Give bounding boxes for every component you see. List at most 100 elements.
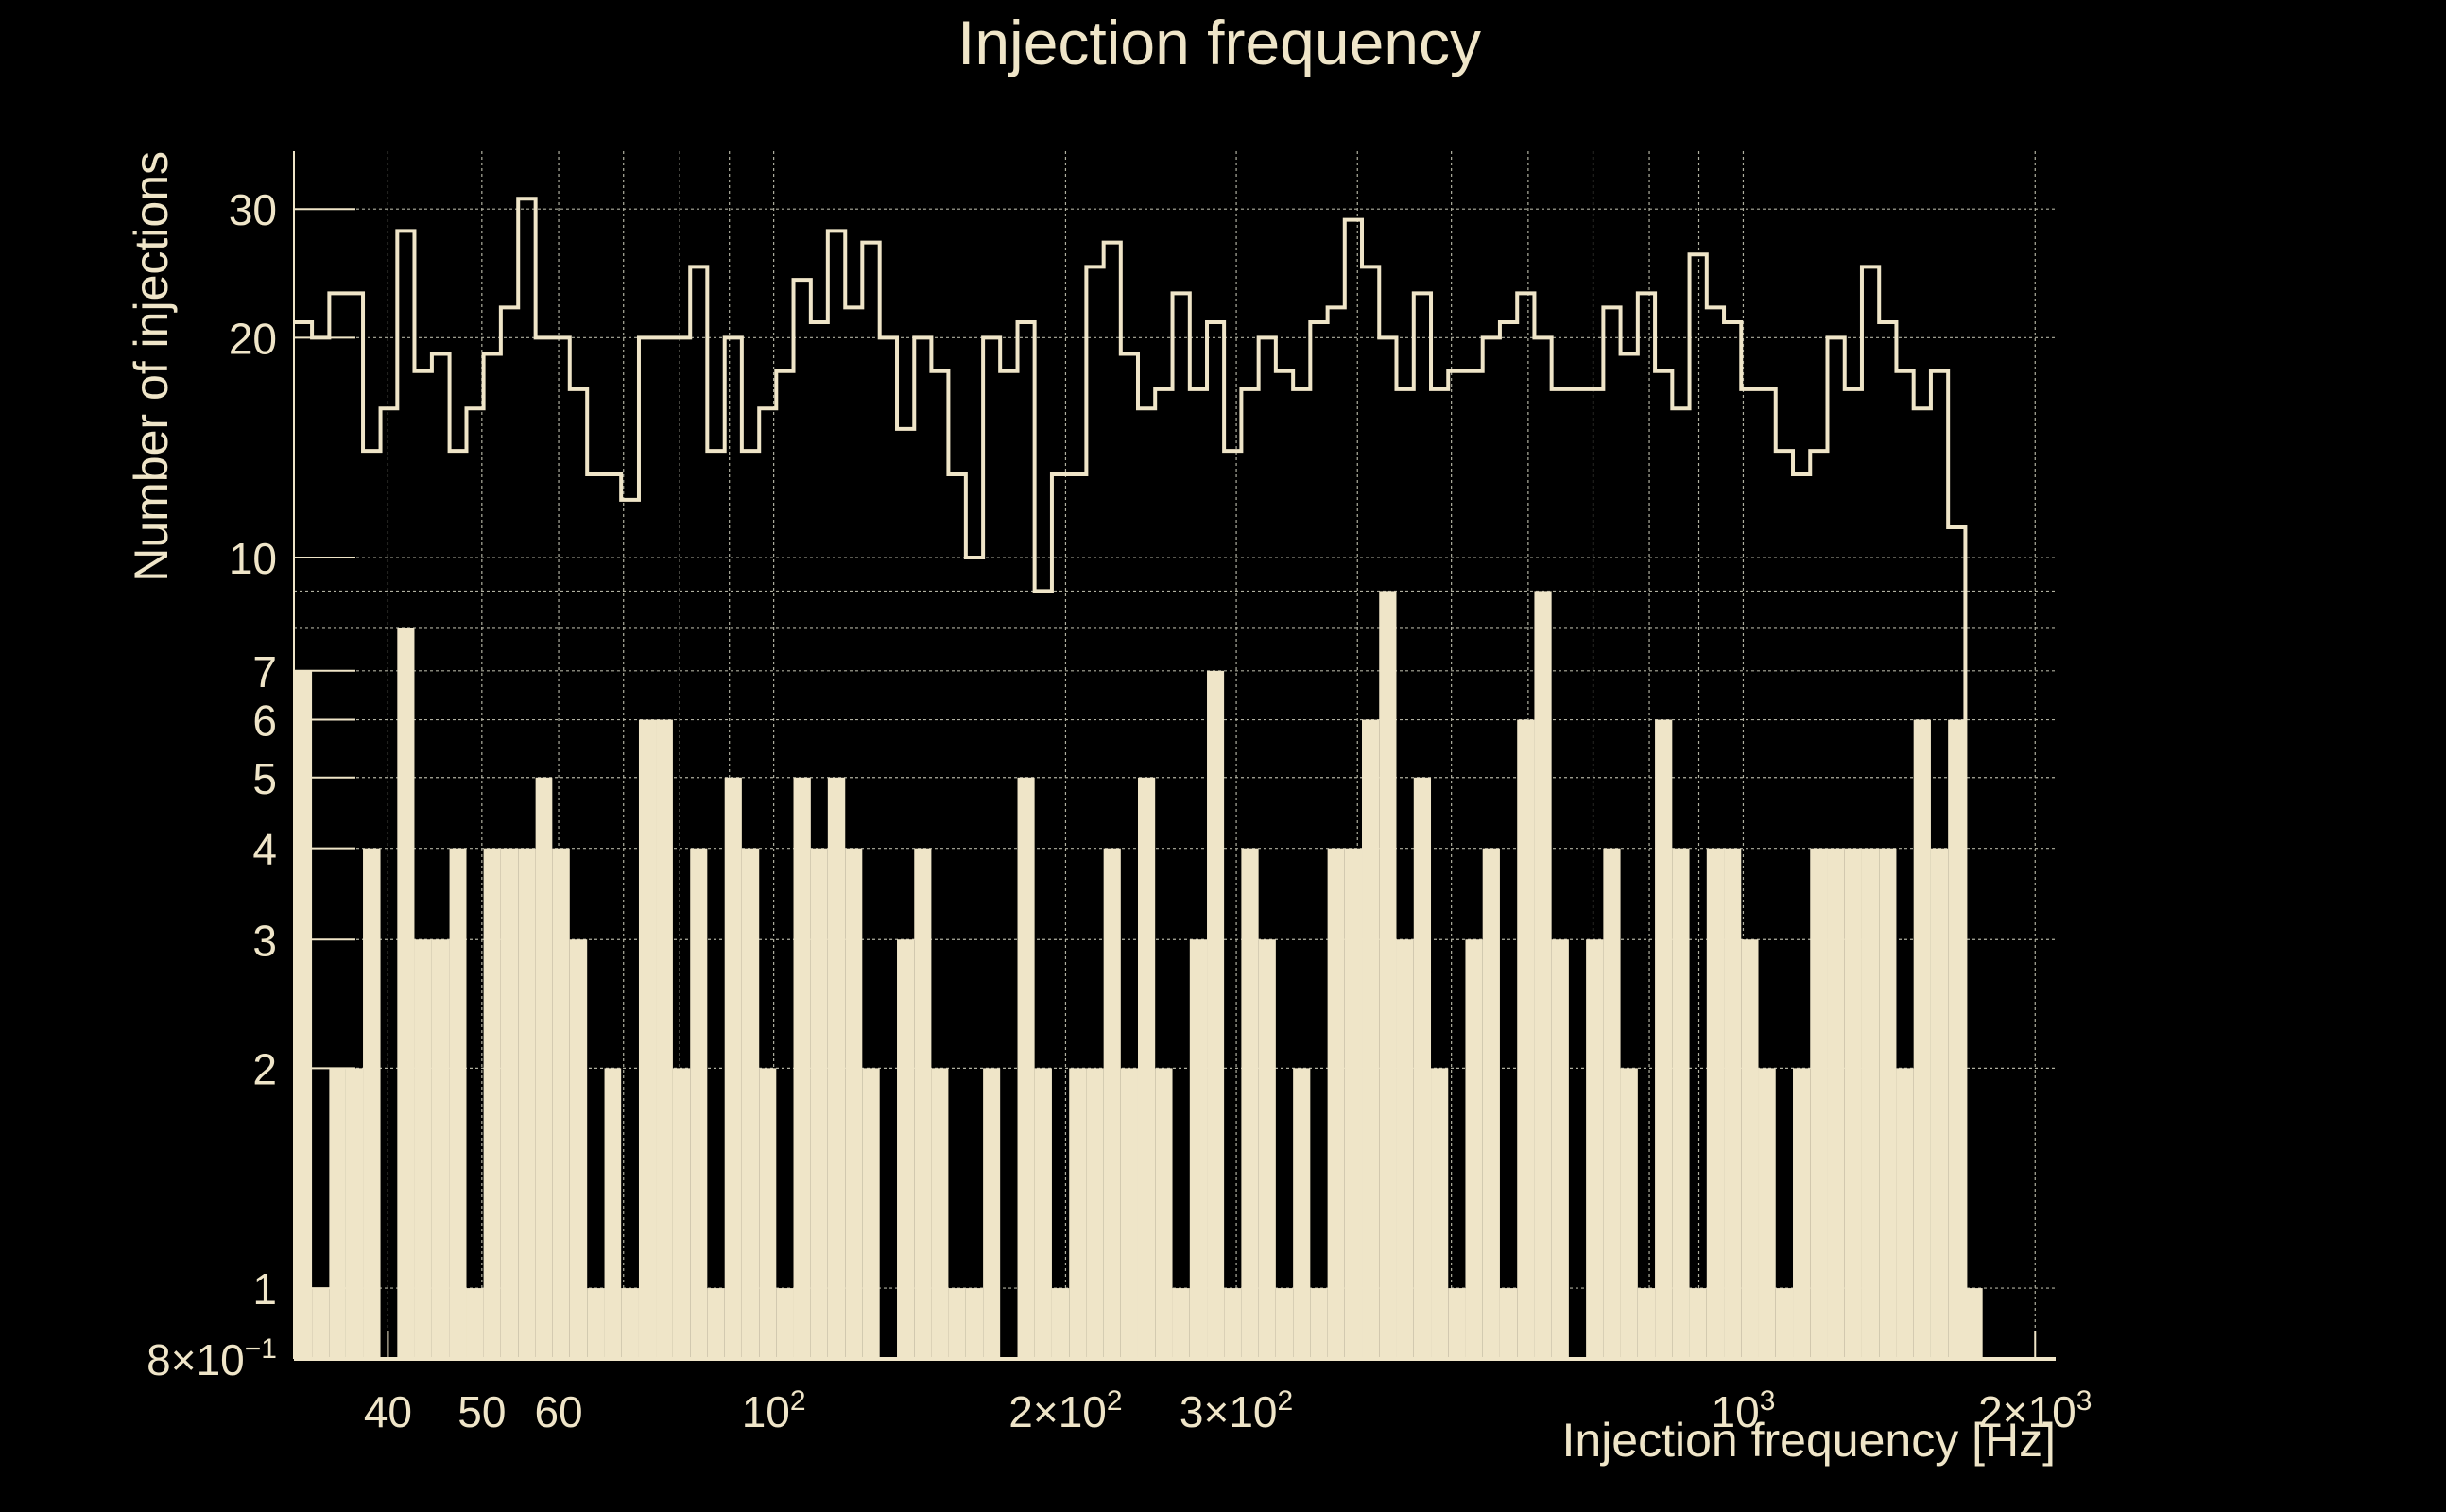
histogram-bar — [621, 1288, 639, 1359]
y-tick-label: 8×10−1 — [146, 1333, 277, 1384]
histogram-bar — [1499, 1288, 1518, 1359]
histogram-bar — [827, 777, 846, 1359]
x-tick-label: 103 — [1712, 1385, 1776, 1436]
histogram-bar — [965, 1288, 984, 1359]
y-tick-label: 6 — [252, 696, 277, 746]
y-tick-label: 10 — [229, 534, 277, 583]
histogram-bar — [1189, 939, 1208, 1359]
histogram-bar — [1930, 848, 1949, 1359]
x-tick-label: 2×102 — [1008, 1385, 1122, 1436]
histogram-bar — [312, 1288, 330, 1359]
histogram-bar — [776, 1288, 794, 1359]
histogram-bar — [1482, 848, 1500, 1359]
histogram-bar — [414, 939, 432, 1359]
histogram-bar — [1275, 1288, 1294, 1359]
histogram-bar — [518, 848, 536, 1359]
histogram-bar — [345, 1068, 364, 1359]
histogram-bar — [1344, 848, 1363, 1359]
histogram-bar — [1810, 848, 1828, 1359]
histogram-bar — [1896, 1068, 1914, 1359]
y-tick-label: 3 — [252, 916, 277, 965]
histogram-bar — [431, 939, 450, 1359]
histogram-bar — [741, 848, 760, 1359]
histogram-bar — [1310, 1288, 1328, 1359]
histogram-bar — [1603, 848, 1621, 1359]
histogram-bar — [329, 1068, 346, 1359]
histogram-bar — [397, 627, 415, 1359]
histogram-bar — [1844, 848, 1862, 1359]
y-tick-label: 4 — [252, 825, 277, 874]
histogram-bar — [1241, 848, 1259, 1359]
histogram-bar — [983, 1068, 1001, 1359]
histogram-bar — [535, 777, 553, 1359]
histogram-bar — [1655, 719, 1673, 1359]
y-axis-label: Number of injections — [125, 151, 178, 582]
histogram-bar — [1137, 777, 1156, 1359]
histogram-bar — [1689, 1288, 1707, 1359]
histogram-bar — [1293, 1068, 1311, 1359]
histogram-bar — [1758, 1068, 1776, 1359]
histogram-bar — [897, 939, 915, 1359]
histogram-bar — [1637, 1288, 1656, 1359]
histogram-bar — [449, 848, 467, 1359]
axes-frame — [293, 151, 2056, 1361]
chart-title: Injection frequency — [957, 8, 1481, 77]
histogram-bar — [1913, 719, 1931, 1359]
histogram-bar — [1586, 939, 1604, 1359]
histogram-bar — [845, 848, 863, 1359]
histogram-bar — [294, 670, 313, 1359]
histogram-bar — [1431, 1068, 1449, 1359]
histogram-bar — [1724, 848, 1742, 1359]
x-tick-label: 3×102 — [1180, 1385, 1293, 1436]
histogram-bar — [1551, 939, 1569, 1359]
histogram-bar — [1379, 591, 1397, 1359]
histogram-bar — [1086, 1068, 1104, 1359]
histogram-bar — [552, 848, 570, 1359]
histogram-bar — [948, 1288, 966, 1359]
step-histogram-outline — [294, 197, 1968, 1359]
histogram-bar — [1413, 777, 1432, 1359]
histogram-bar — [1155, 1068, 1173, 1359]
x-tick-label: 60 — [534, 1387, 582, 1436]
y-tick-label: 7 — [252, 647, 277, 696]
histogram-bar — [724, 777, 742, 1359]
x-tick-label: 50 — [457, 1387, 506, 1436]
histogram-bar — [1861, 848, 1880, 1359]
histogram-bar — [1017, 777, 1035, 1359]
x-tick-label: 2×103 — [1978, 1385, 2092, 1436]
y-tick-label: 30 — [229, 185, 277, 234]
histogram-bar — [1465, 939, 1483, 1359]
histogram-bar — [483, 848, 501, 1359]
histogram-bar — [1327, 848, 1345, 1359]
x-tick-labels: 40 50 60 102 2×102 3×102 103 2×103 — [364, 1385, 2093, 1436]
histogram-bar — [1034, 1068, 1052, 1359]
histogram-bar — [1396, 939, 1414, 1359]
histogram-bar — [862, 1068, 880, 1359]
y-tick-label: 20 — [229, 314, 277, 363]
x-axis-label: Injection frequency [Hz] — [1562, 1414, 2057, 1467]
histogram-bar — [1362, 719, 1380, 1359]
histogram-bar — [707, 1288, 725, 1359]
histogram-bar — [638, 719, 657, 1359]
y-tick-label: 5 — [252, 754, 277, 803]
histogram-bar — [759, 1068, 777, 1359]
y-tick-label: 1 — [252, 1264, 277, 1314]
histogram-bar — [1706, 848, 1725, 1359]
histogram-bar — [587, 1288, 605, 1359]
histogram-bar — [1620, 1068, 1638, 1359]
histogram-bar — [1172, 1288, 1190, 1359]
histogram-bar — [1741, 939, 1759, 1359]
histogram-bar — [569, 939, 588, 1359]
x-tick-label: 102 — [742, 1385, 806, 1436]
histogram-bar — [1051, 1288, 1070, 1359]
histogram-bar — [1672, 848, 1690, 1359]
histogram-bar — [810, 848, 828, 1359]
histogram-bar — [1534, 591, 1552, 1359]
histogram-bar — [1224, 1288, 1242, 1359]
x-tick-label: 40 — [364, 1387, 412, 1436]
histogram-bar — [1258, 939, 1276, 1359]
filled-histogram — [294, 591, 1983, 1359]
histogram-bar — [1965, 1288, 1983, 1359]
y-tick-labels: 8×10−1 1 2 3 4 5 67 10 20 30 — [146, 185, 277, 1384]
